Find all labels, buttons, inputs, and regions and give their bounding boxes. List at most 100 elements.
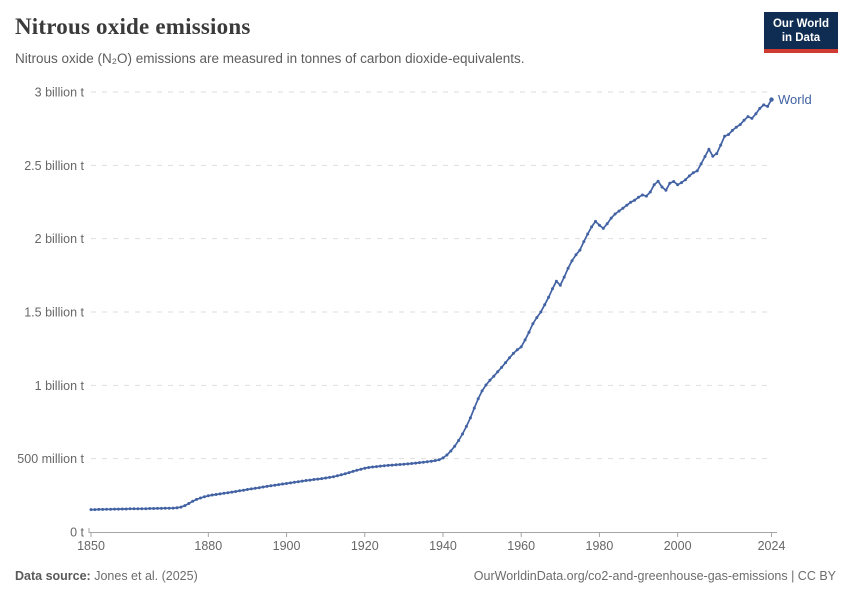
- data-point: [441, 456, 445, 460]
- y-tick-label: 1 billion t: [35, 379, 85, 393]
- data-point: [625, 203, 629, 207]
- data-point: [312, 478, 316, 481]
- data-point: [769, 97, 774, 102]
- data-point: [328, 475, 332, 479]
- data-point: [378, 464, 382, 468]
- data-point: [257, 486, 261, 490]
- data-point: [738, 123, 742, 127]
- data-point: [343, 472, 347, 476]
- data-point: [390, 463, 394, 467]
- data-point: [703, 155, 707, 158]
- data-point: [171, 506, 175, 510]
- data-point: [433, 459, 437, 463]
- data-point: [124, 507, 128, 511]
- x-tick-label: 1940: [429, 539, 457, 553]
- data-point: [680, 181, 683, 185]
- data-point: [508, 356, 511, 360]
- data-point: [359, 467, 363, 471]
- data-point: [719, 143, 723, 147]
- data-point: [554, 279, 558, 283]
- data-point: [758, 106, 762, 110]
- data-point: [504, 361, 508, 365]
- data-point: [746, 115, 750, 119]
- data-point: [652, 183, 656, 187]
- data-point: [457, 439, 461, 442]
- data-point: [187, 502, 191, 505]
- data-point: [183, 504, 187, 508]
- y-grid: 0 t 500 million t 1 billion t 1.5 billion t…: [17, 86, 772, 540]
- data-point: [410, 462, 414, 465]
- data-point: [351, 469, 355, 473]
- y-tick-label: 2 billion t: [35, 232, 85, 246]
- data-point: [398, 463, 402, 466]
- data-point: [277, 483, 281, 487]
- x-tick-label: 1920: [351, 539, 379, 553]
- data-point: [116, 507, 120, 511]
- footer-link[interactable]: OurWorldinData.org/co2-and-greenhouse-ga…: [473, 569, 836, 583]
- data-point: [273, 483, 277, 487]
- y-tick-label: 2.5 billion t: [24, 159, 84, 173]
- data-point: [480, 389, 484, 393]
- y-tick-label: 0 t: [70, 526, 84, 540]
- data-source: Data source: Jones et al. (2025): [15, 569, 198, 583]
- data-point: [109, 507, 113, 511]
- data-point: [523, 338, 527, 342]
- data-point: [464, 424, 468, 428]
- data-point: [531, 322, 535, 326]
- data-source-label: Data source:: [15, 569, 91, 583]
- data-point: [367, 466, 371, 469]
- data-point: [144, 507, 148, 511]
- data-point: [660, 185, 664, 189]
- data-point: [582, 240, 586, 244]
- data-point: [226, 491, 230, 495]
- data-point: [723, 134, 727, 138]
- data-point: [640, 193, 644, 197]
- data-point: [734, 125, 738, 129]
- data-point: [687, 174, 691, 178]
- data-point: [637, 195, 640, 199]
- data-point: [570, 259, 574, 263]
- data-point: [406, 462, 410, 466]
- data-point: [113, 507, 116, 511]
- data-point: [558, 283, 562, 287]
- data-point: [468, 416, 472, 420]
- data-point: [750, 116, 754, 120]
- data-point: [269, 484, 273, 488]
- data-point: [120, 507, 124, 511]
- data-point: [261, 485, 265, 489]
- data-point: [308, 478, 312, 482]
- data-point: [335, 474, 339, 478]
- data-point: [210, 493, 214, 497]
- data-point: [515, 348, 519, 352]
- data-point: [492, 374, 496, 378]
- data-point: [128, 507, 132, 511]
- data-point: [484, 383, 488, 387]
- data-point: [511, 351, 515, 355]
- series-end-label: World: [778, 92, 812, 107]
- data-point: [421, 460, 425, 464]
- data-point: [699, 162, 703, 166]
- data-point: [304, 479, 308, 482]
- data-point: [167, 506, 171, 510]
- data-point: [629, 200, 633, 204]
- data-point: [222, 491, 226, 495]
- data-point: [621, 206, 625, 210]
- data-point: [93, 508, 97, 512]
- data-point: [289, 481, 292, 485]
- data-point: [656, 179, 660, 183]
- data-point: [339, 473, 343, 477]
- data-point: [664, 188, 668, 192]
- data-point: [586, 232, 590, 236]
- data-point: [402, 462, 406, 466]
- data-points: [89, 97, 774, 512]
- data-point: [562, 275, 566, 279]
- x-tick-label: 1900: [273, 539, 301, 553]
- data-point: [425, 460, 429, 464]
- data-point: [245, 488, 249, 491]
- data-point: [179, 505, 183, 509]
- data-point: [159, 506, 163, 510]
- data-point: [132, 507, 136, 511]
- owid-logo: Our World in Data: [764, 12, 838, 53]
- x-tick-label: 1850: [77, 539, 105, 553]
